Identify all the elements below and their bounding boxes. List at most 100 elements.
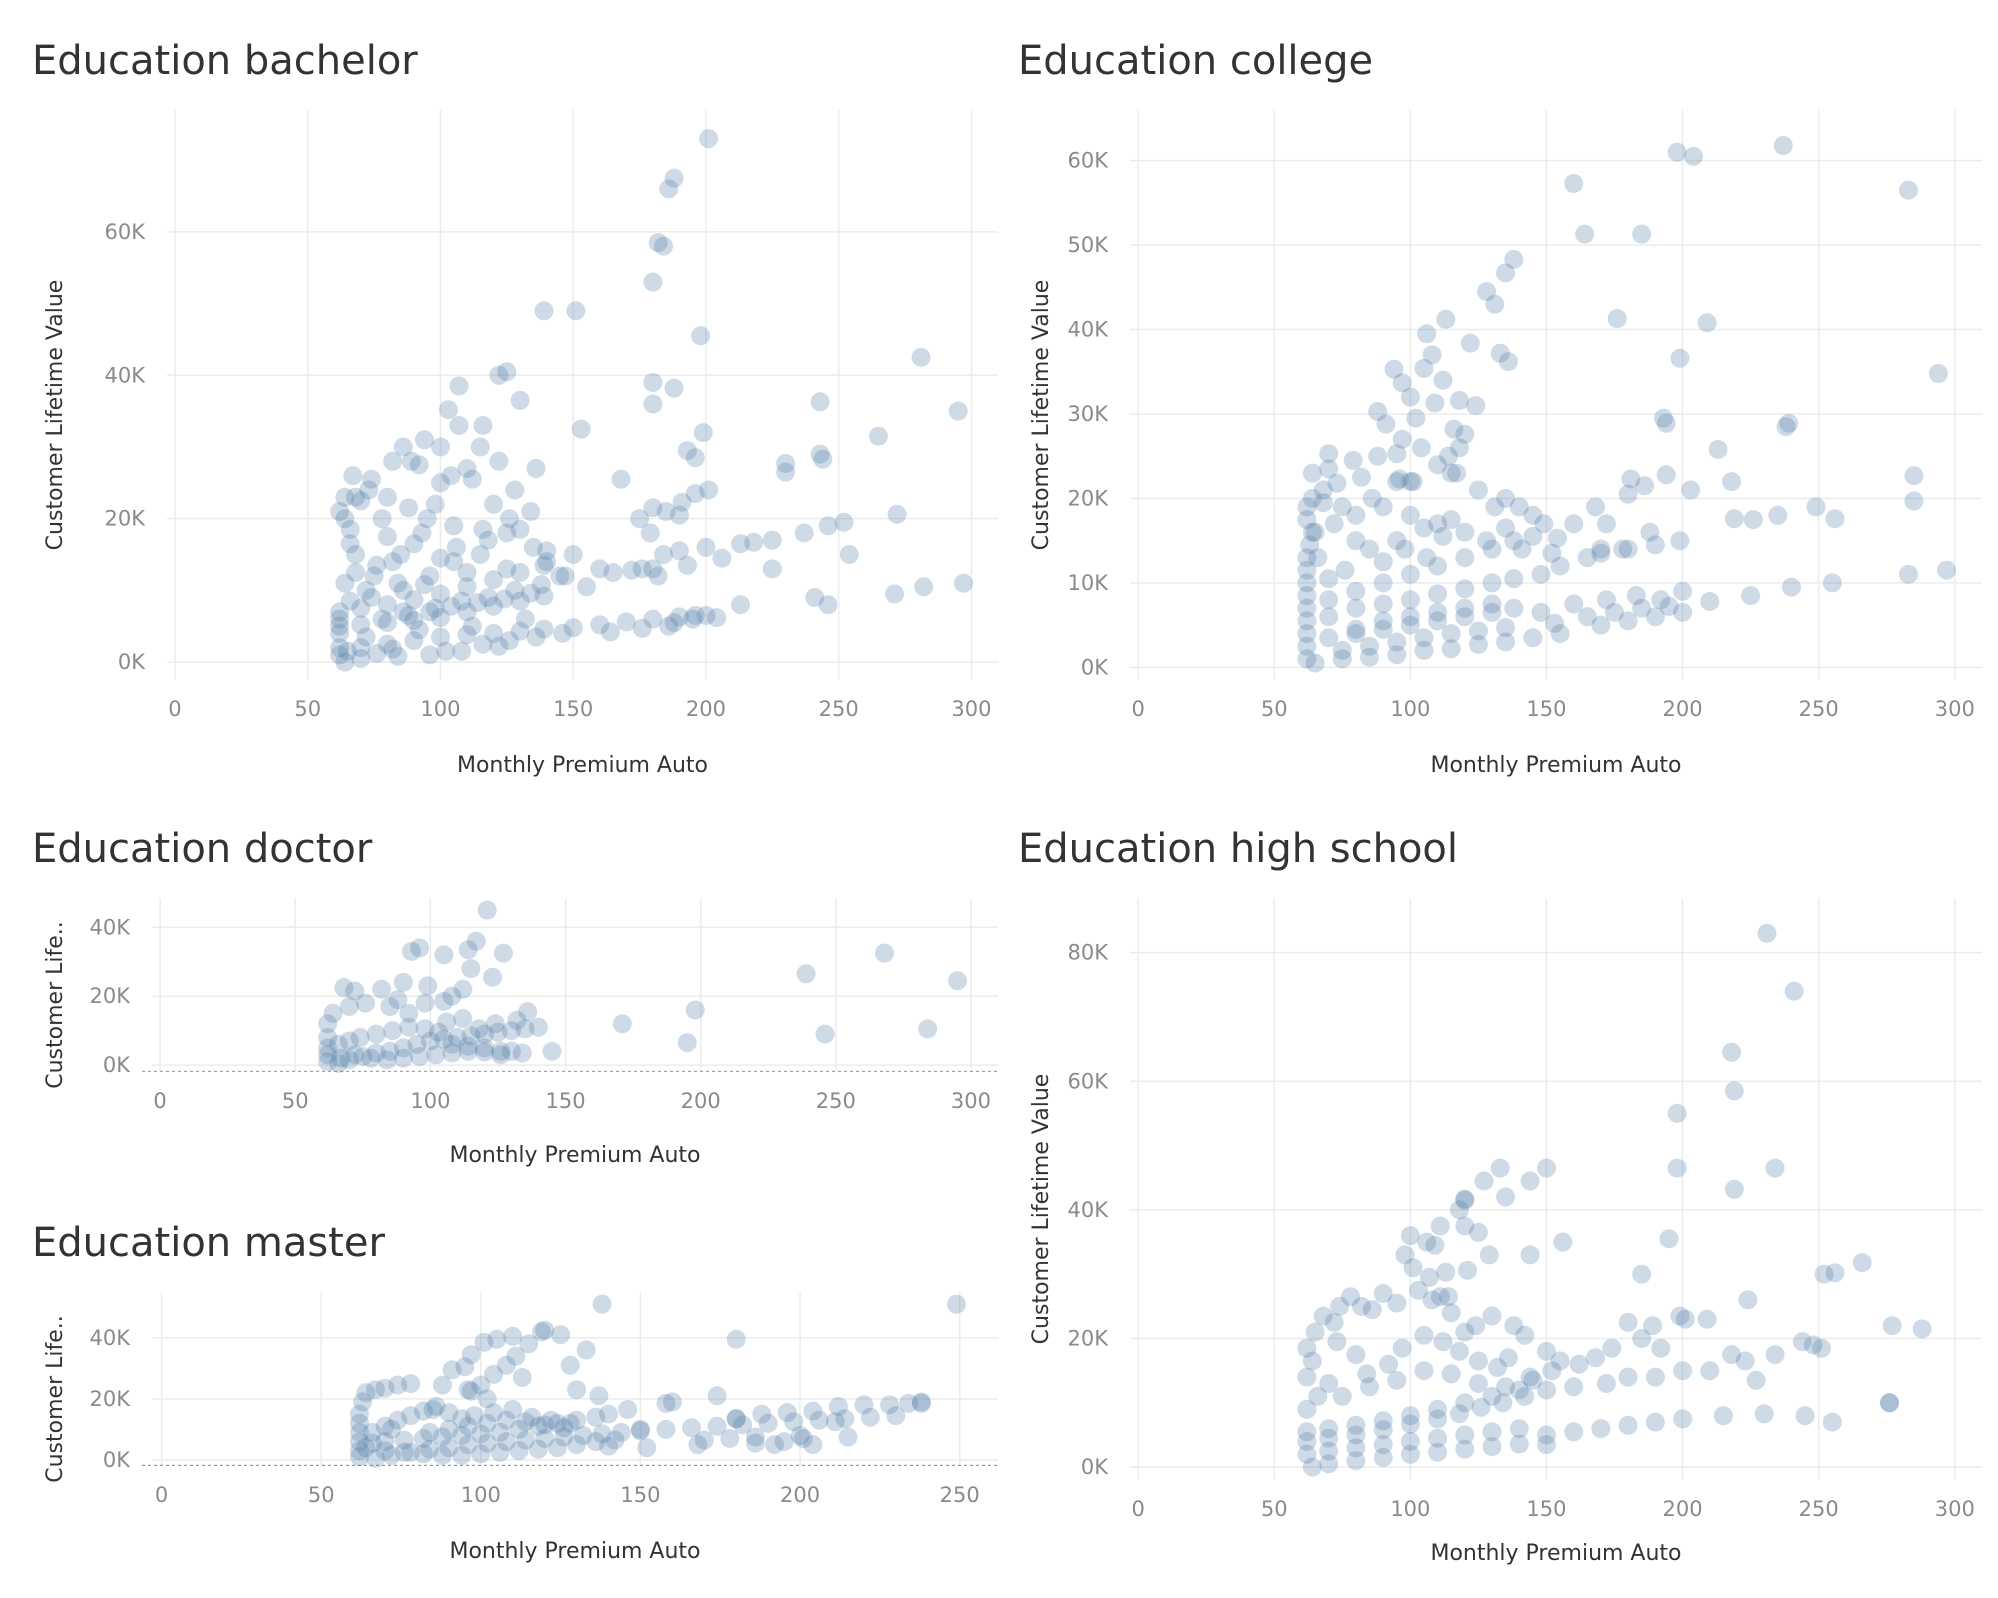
data-point	[1428, 514, 1448, 534]
data-point	[388, 1375, 408, 1395]
data-point	[1553, 1232, 1573, 1252]
data-point	[433, 1445, 452, 1465]
data-point	[1346, 619, 1366, 639]
data-point	[669, 505, 689, 525]
data-point	[1779, 413, 1799, 433]
data-point	[1297, 586, 1317, 606]
data-point	[496, 1355, 516, 1375]
data-point	[918, 1019, 938, 1039]
data-point	[1346, 1425, 1366, 1445]
data-point	[318, 1014, 338, 1034]
data-point	[506, 1346, 526, 1366]
data-point	[441, 466, 461, 486]
y-tick-label: 40K	[1068, 318, 1110, 342]
data-point	[330, 623, 350, 643]
data-point	[1632, 1264, 1652, 1284]
data-point	[1485, 497, 1505, 517]
data-point	[790, 1426, 810, 1445]
data-point	[1564, 1377, 1584, 1397]
data-point	[339, 1050, 359, 1070]
data-point	[838, 1427, 858, 1447]
data-point	[1757, 923, 1777, 943]
data-point	[1545, 613, 1565, 633]
data-point	[1360, 636, 1379, 656]
data-point	[431, 473, 450, 493]
data-point	[947, 1294, 966, 1314]
data-point	[500, 509, 519, 529]
y-tick-label: 40K	[105, 363, 147, 387]
x-tick-label: 0	[1131, 697, 1144, 721]
data-point	[1392, 373, 1412, 393]
data-point	[496, 1432, 516, 1452]
data-point	[630, 509, 650, 529]
data-point	[491, 1041, 511, 1061]
data-point	[1523, 505, 1543, 525]
data-point	[471, 1375, 491, 1395]
data-point	[1400, 607, 1420, 627]
data-point	[505, 580, 525, 600]
data-point	[1708, 440, 1728, 459]
data-point	[420, 566, 440, 586]
data-point	[351, 638, 371, 658]
data-point	[346, 545, 365, 564]
data-point	[1618, 1312, 1638, 1332]
data-point	[512, 1043, 532, 1063]
x-tick-label: 250	[816, 1089, 856, 1113]
data-point	[515, 609, 535, 629]
data-point	[1735, 1351, 1755, 1371]
data-point	[1455, 522, 1475, 542]
data-point	[720, 1429, 740, 1448]
data-point	[1428, 1399, 1448, 1419]
data-point	[468, 593, 488, 613]
data-point	[818, 595, 838, 615]
data-point	[1482, 573, 1502, 593]
data-point	[1400, 387, 1420, 407]
data-point	[439, 1419, 459, 1439]
data-point	[854, 1395, 874, 1415]
data-point	[1387, 444, 1407, 464]
data-point	[696, 606, 716, 625]
data-point	[1455, 607, 1475, 627]
data-point	[1643, 1316, 1663, 1336]
data-point	[1428, 611, 1448, 631]
y-tick-label: 30K	[1068, 402, 1110, 426]
data-point	[1542, 1361, 1562, 1381]
data-point	[1379, 1354, 1399, 1374]
data-point	[880, 1395, 899, 1415]
x-tick-label: 150	[1526, 1497, 1566, 1521]
x-tick-label: 250	[819, 697, 859, 721]
y-tick-label: 20K	[105, 507, 147, 531]
data-point	[1724, 1081, 1744, 1101]
data-point	[1722, 1042, 1742, 1062]
data-point	[1455, 1216, 1475, 1236]
data-point	[334, 978, 354, 998]
data-point	[1327, 473, 1347, 493]
data-point	[560, 1355, 580, 1375]
data-point	[1509, 497, 1529, 517]
data-point	[1319, 628, 1339, 648]
data-point	[497, 362, 517, 382]
data-point	[401, 1442, 421, 1462]
data-point	[726, 1409, 746, 1429]
data-point	[437, 1012, 457, 1032]
data-point	[1632, 224, 1652, 244]
data-point	[1626, 586, 1646, 606]
data-point	[489, 636, 509, 656]
data-point	[1591, 1419, 1611, 1439]
data-point	[526, 627, 546, 647]
data-point	[677, 1033, 697, 1053]
data-point	[1441, 510, 1461, 530]
data-point	[488, 1022, 508, 1042]
data-point	[1852, 1253, 1872, 1273]
data-point	[1504, 531, 1524, 551]
data-point	[1324, 1312, 1344, 1332]
data-point	[948, 401, 968, 421]
y-tick-label: 20K	[90, 1387, 132, 1411]
data-point	[1564, 594, 1584, 614]
data-point	[551, 1325, 571, 1345]
data-point	[1319, 1419, 1339, 1439]
data-point	[351, 649, 371, 668]
data-point	[1414, 1361, 1434, 1381]
data-point	[1297, 1399, 1317, 1419]
data-point	[1441, 463, 1461, 483]
